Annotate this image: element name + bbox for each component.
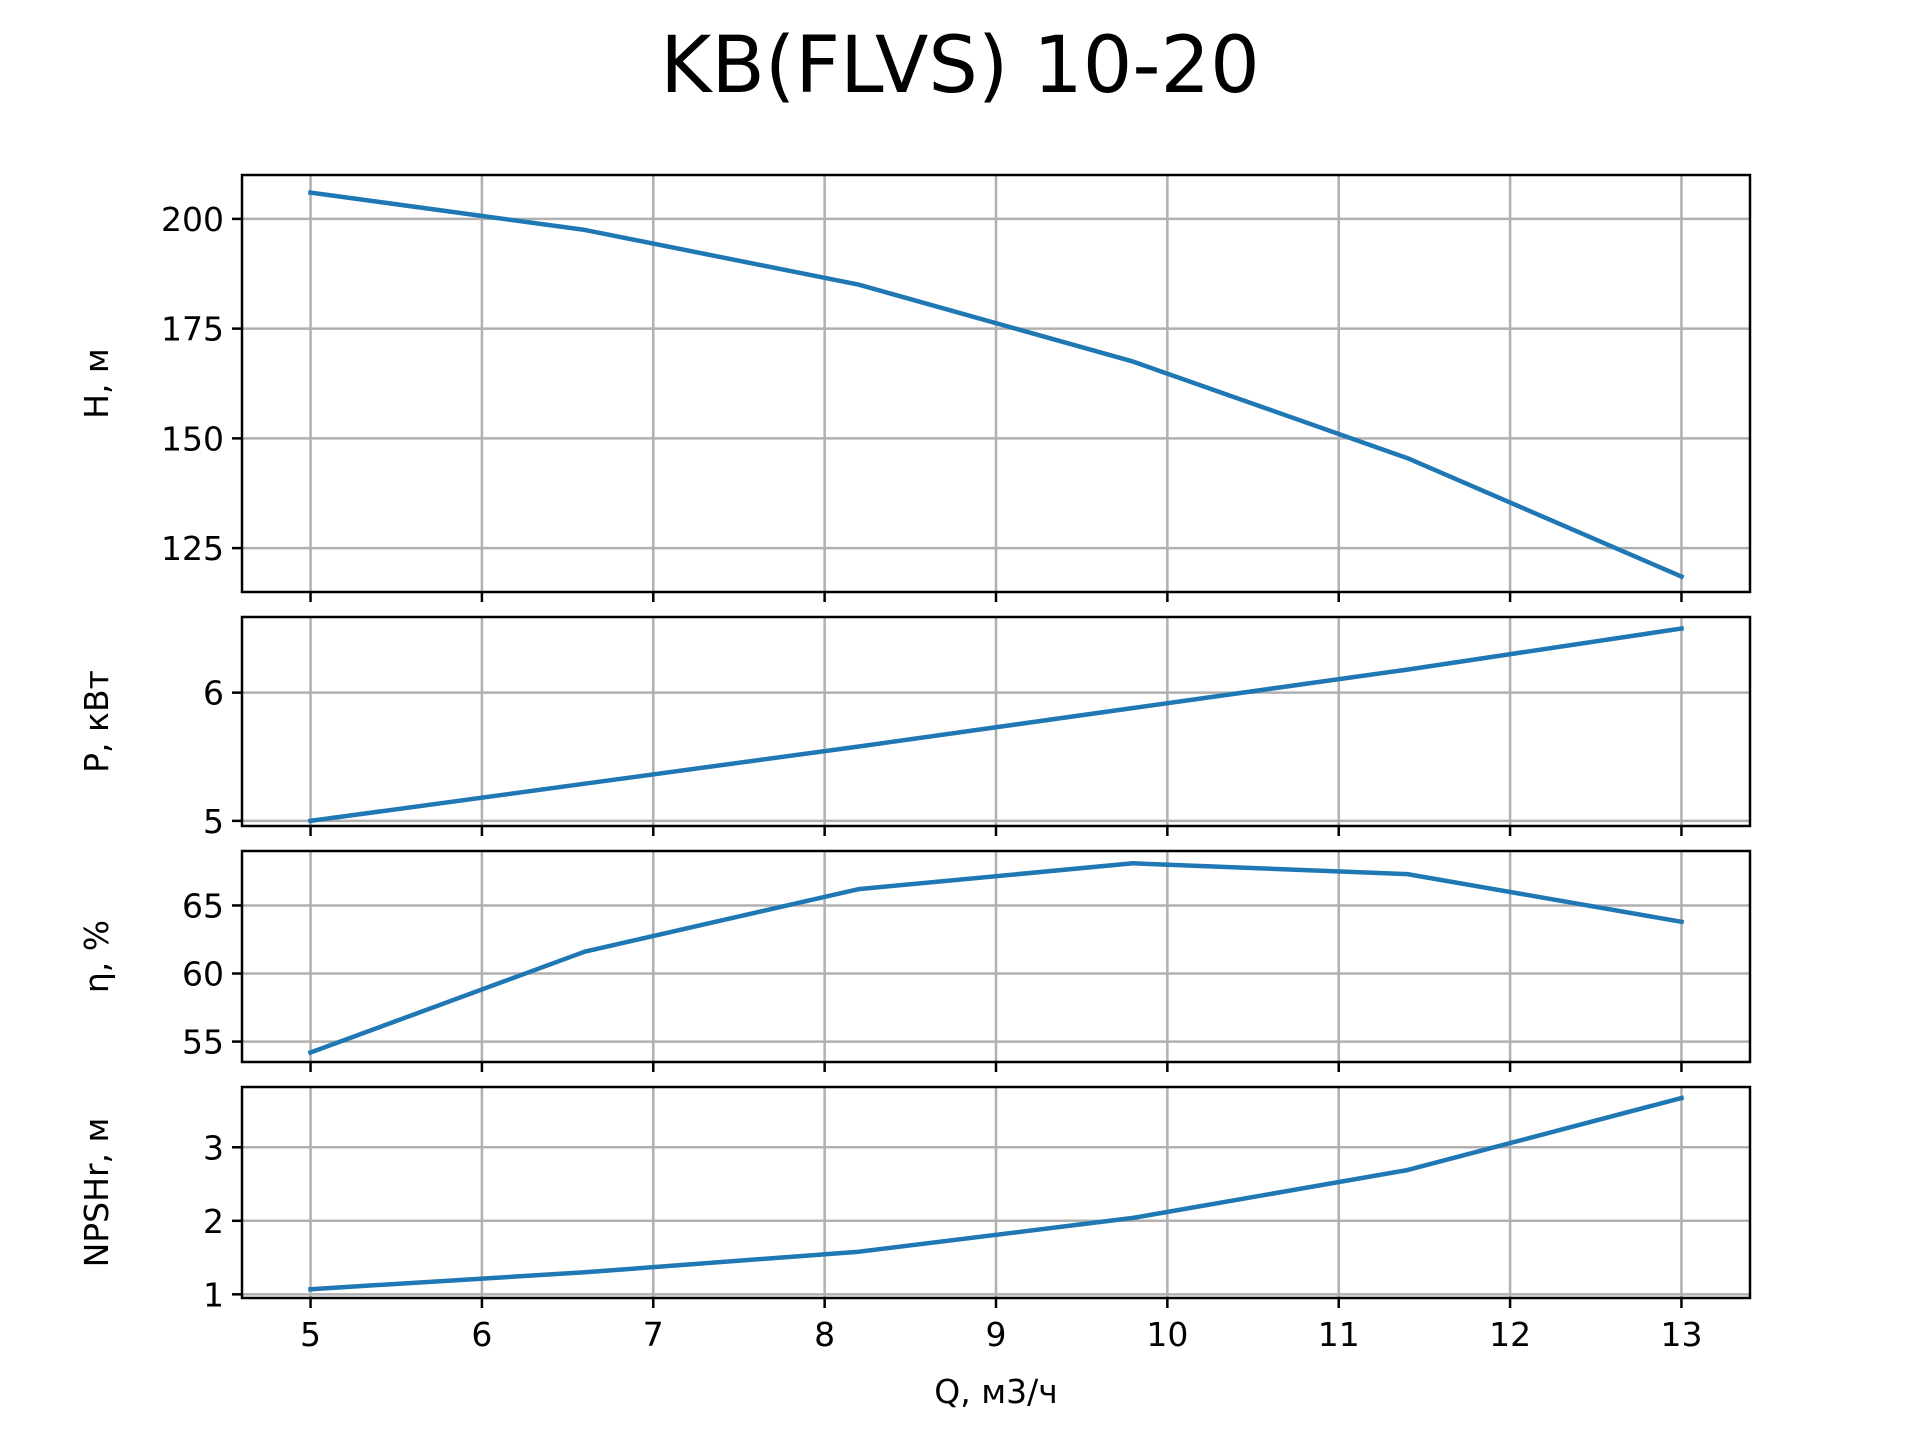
figure-title: KB(FLVS) 10-20 (660, 21, 1260, 111)
chart-panels: 125 150 175 200 H, м 5 6 P, кВт 55 60 65 η, % 5 6 7 8 9 1… (77, 173, 1752, 1411)
y-tick-label: 55 (182, 1023, 224, 1062)
x-tick-label: 12 (1489, 1315, 1531, 1354)
x-tick-label: 13 (1660, 1315, 1702, 1354)
series-line (308, 1095, 1685, 1292)
y-tick-label: 150 (161, 419, 224, 458)
y-axis-label: η, % (77, 920, 116, 993)
y-tick-label: 125 (161, 529, 224, 568)
panel-3: 55 60 65 η, % (77, 849, 1752, 1072)
y-tick-label: 1 (203, 1275, 224, 1314)
y-tick-label: 65 (182, 886, 224, 925)
y-tick-label: 175 (161, 310, 224, 349)
y-tick-label: 200 (161, 200, 224, 239)
y-tick-label: 6 (203, 674, 224, 713)
y-tick-label: 2 (203, 1202, 224, 1241)
panel-1: 125 150 175 200 H, м (77, 173, 1752, 602)
x-tick-label: 10 (1146, 1315, 1188, 1354)
y-tick-label: 3 (203, 1128, 224, 1167)
series-line (307, 190, 1685, 580)
series-line (307, 625, 1685, 824)
x-tick-label: 6 (471, 1315, 492, 1354)
y-tick-label: 5 (203, 802, 224, 841)
y-axis-label: P, кВт (77, 670, 116, 773)
x-tick-label: 8 (814, 1315, 835, 1354)
x-axis-label: Q, м3/ч (934, 1372, 1057, 1411)
y-tick-label: 60 (182, 955, 224, 994)
x-tick-label: 11 (1318, 1315, 1360, 1354)
y-axis-label: H, м (77, 348, 116, 419)
panel-2: 5 6 P, кВт (77, 615, 1752, 841)
x-tick-label: 5 (300, 1315, 321, 1354)
x-tick-label: 7 (643, 1315, 664, 1354)
x-tick-label: 9 (986, 1315, 1007, 1354)
series-line (307, 861, 1685, 1056)
y-axis-label: NPSHr, м (77, 1118, 116, 1268)
